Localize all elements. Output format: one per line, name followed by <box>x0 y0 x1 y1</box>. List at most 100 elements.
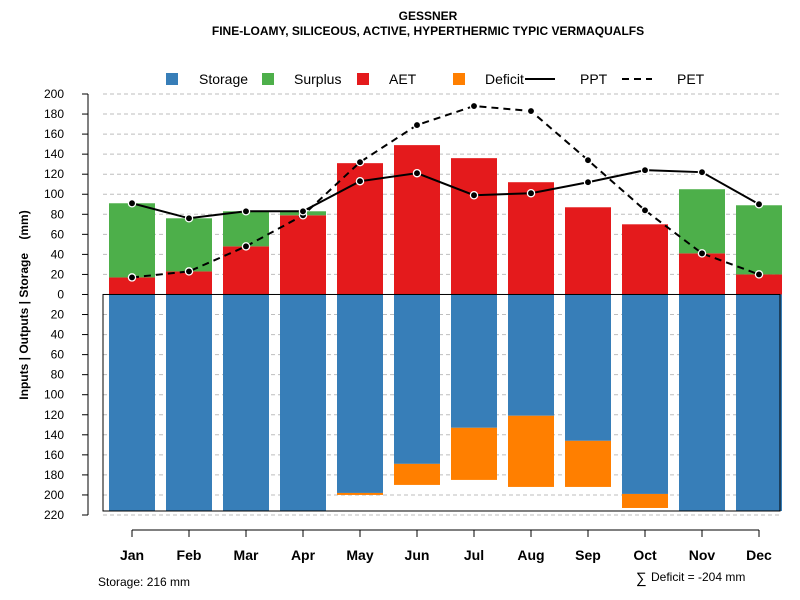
ppt-point <box>184 214 194 223</box>
pet-point <box>583 155 593 165</box>
ppt-point <box>469 190 479 200</box>
bars <box>109 145 782 511</box>
aet-bar <box>166 271 212 295</box>
pet-point <box>412 120 422 130</box>
aet-bar <box>565 207 611 295</box>
surplus-bar <box>736 205 782 275</box>
legend-label-storage: Storage <box>199 71 248 87</box>
pet-point <box>697 249 707 258</box>
y-tick-label: 200 <box>44 488 64 502</box>
y-tick-label: 140 <box>44 428 64 442</box>
x-tick-label: Apr <box>291 547 316 563</box>
ppt-point <box>355 176 365 186</box>
aet-bar <box>394 145 440 295</box>
pet-line <box>131 105 760 279</box>
y-axis-label: Inputs | Outputs | Storage (mm) <box>17 210 31 399</box>
y-tick-label: 20 <box>51 308 65 322</box>
aet-bar <box>451 158 497 295</box>
storage-bar <box>736 294 782 511</box>
ppt-point <box>127 199 137 208</box>
series-lines <box>127 101 764 282</box>
y-tick-label: 60 <box>51 348 65 362</box>
storage-bar <box>223 294 269 511</box>
legend: Storage Surplus AET Deficit PPT PET <box>166 71 705 87</box>
deficit-bar <box>508 415 554 487</box>
legend-swatch-deficit <box>453 73 465 85</box>
x-tick-label: Jun <box>405 547 430 563</box>
y-tick-label: 40 <box>51 328 65 342</box>
pet-point <box>241 242 251 251</box>
storage-total-label: Storage: 216 mm <box>98 575 190 589</box>
x-tick-label: Feb <box>177 547 202 563</box>
y-tick-label: 40 <box>51 247 65 261</box>
surplus-bar <box>223 211 269 247</box>
storage-bar <box>280 294 326 511</box>
storage-box <box>102 293 781 512</box>
y-tick-label: 100 <box>44 388 64 402</box>
x-tick-label: May <box>346 547 373 563</box>
y-tick-label: 60 <box>51 227 65 241</box>
storage-bar <box>394 294 440 464</box>
y-tick-label: 80 <box>51 368 65 382</box>
ppt-point <box>241 207 251 216</box>
y-tick-label: 140 <box>44 147 64 161</box>
ppt-point <box>754 200 764 209</box>
deficit-total-label: Deficit = -204 mm <box>651 570 745 584</box>
pet-point <box>526 106 536 116</box>
deficit-bar <box>394 463 440 485</box>
ppt-line <box>131 169 760 220</box>
grid-lines <box>103 93 780 516</box>
storage-bar <box>565 294 611 441</box>
ppt-point <box>298 207 308 216</box>
aet-bar <box>679 253 725 295</box>
storage-bar <box>166 294 212 511</box>
x-tick-label: Nov <box>689 547 716 563</box>
ppt-point <box>640 165 650 175</box>
legend-swatch-aet <box>357 73 369 85</box>
sum-symbol-icon: ∑ <box>636 570 647 587</box>
y-tick-label: 220 <box>44 508 64 522</box>
ppt-point <box>583 177 593 187</box>
axes: 2001801601401201008060402002040608010012… <box>44 87 781 563</box>
storage-bar <box>337 294 383 493</box>
aet-bar <box>736 274 782 295</box>
y-tick-label: 180 <box>44 107 64 121</box>
pet-point <box>184 267 194 276</box>
pet-point <box>754 270 764 279</box>
storage-bar <box>109 294 155 511</box>
y-tick-label: 120 <box>44 408 64 422</box>
aet-bar <box>280 215 326 295</box>
surplus-bar <box>166 218 212 272</box>
y-tick-label: 0 <box>57 287 64 301</box>
aet-bar <box>622 224 668 295</box>
y-tick-label: 80 <box>51 207 65 221</box>
chart-subtitle: FINE-LOAMY, SILICEOUS, ACTIVE, HYPERTHER… <box>212 24 644 38</box>
y-tick-label: 180 <box>44 468 64 482</box>
pet-point <box>469 101 479 111</box>
legend-label-deficit: Deficit <box>485 71 524 87</box>
deficit-bar <box>622 493 668 508</box>
deficit-bar <box>565 440 611 487</box>
aet-bar <box>109 277 155 295</box>
storage-bar <box>679 294 725 511</box>
pet-point <box>355 157 365 167</box>
surplus-bar <box>679 189 725 254</box>
legend-label-surplus: Surplus <box>294 71 341 87</box>
pet-point <box>640 206 650 215</box>
aet-bar <box>223 246 269 295</box>
y-tick-label: 200 <box>44 87 64 101</box>
legend-swatch-storage <box>166 73 178 85</box>
surplus-bar <box>109 203 155 278</box>
chart-title: GESSNER <box>399 9 458 23</box>
y-tick-label: 160 <box>44 127 64 141</box>
y-tick-label: 120 <box>44 167 64 181</box>
legend-swatch-surplus <box>262 73 274 85</box>
pet-point <box>127 273 137 282</box>
ppt-point <box>412 168 422 178</box>
legend-label-aet: AET <box>389 71 417 87</box>
legend-label-pet: PET <box>677 71 705 87</box>
storage-bar <box>508 294 554 416</box>
x-tick-label: Sep <box>575 547 601 563</box>
deficit-bar <box>451 427 497 480</box>
